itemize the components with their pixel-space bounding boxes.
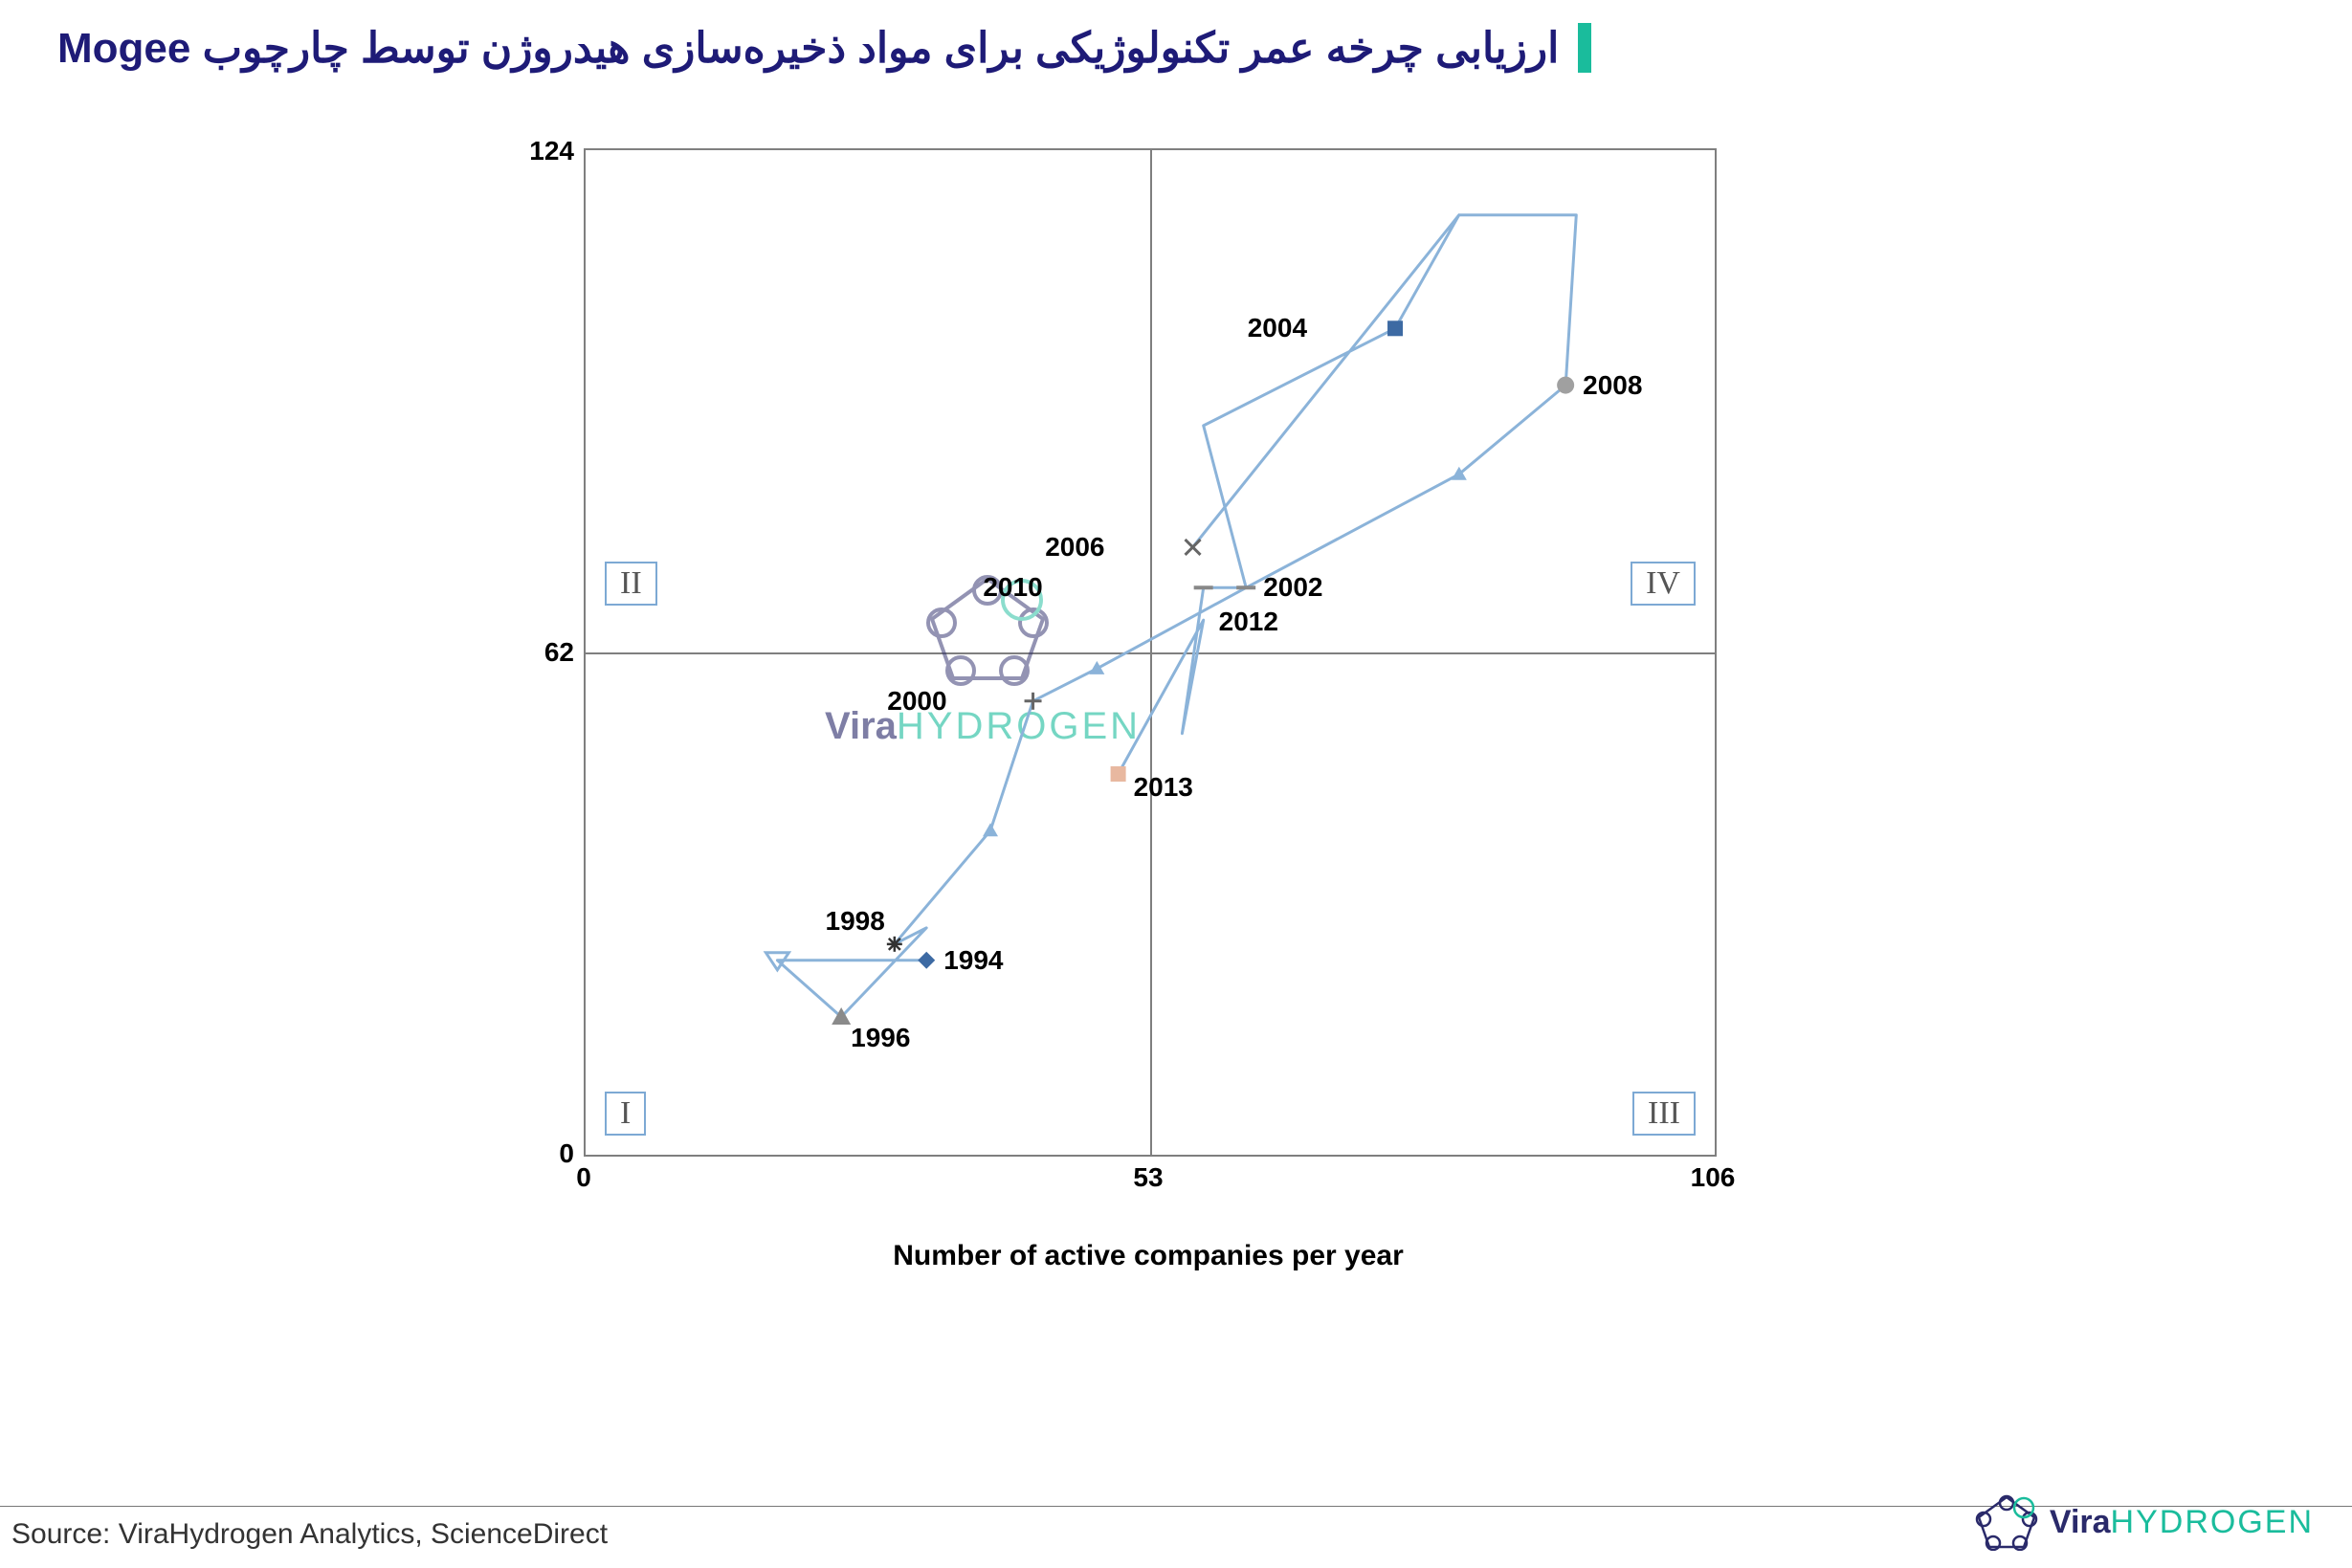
point-label-1994: 1994: [943, 945, 1003, 976]
marker-2004: [1387, 320, 1403, 336]
marker-1998: [887, 937, 902, 952]
marker-mid: [983, 823, 998, 836]
chart-container: Number of patent applications per year N…: [383, 115, 1818, 1358]
marker-2008: [1557, 377, 1574, 394]
x-tick-2: 106: [1691, 1162, 1736, 1193]
point-label-2002: 2002: [1263, 572, 1322, 603]
source-line: Source: ViraHydrogen Analytics, ScienceD…: [11, 1518, 608, 1551]
marker-2000: [1025, 693, 1042, 710]
y-tick-0: 0: [478, 1138, 574, 1169]
point-label-2004: 2004: [1248, 313, 1307, 343]
y-tick-1: 62: [478, 637, 574, 668]
page-title: ارزیابی چرخه عمر تکنولوژیکی برای مواد ذخ…: [57, 24, 1559, 73]
chart-svg: [586, 150, 1715, 1155]
point-label-2010: 2010: [983, 572, 1042, 603]
quadrant-box-iv: IV: [1631, 562, 1696, 606]
marker-2013: [1111, 766, 1126, 782]
footer-brand-part1: Vira: [2050, 1504, 2111, 1540]
footer-logo-icon: [1973, 1493, 2040, 1551]
quadrant-box-ii: II: [605, 562, 657, 606]
marker-1994: [918, 952, 935, 969]
title-accent-bar: [1578, 23, 1591, 73]
quadrant-box-i: I: [605, 1092, 646, 1136]
point-label-1996: 1996: [851, 1023, 910, 1053]
plot-area: ViraHYDROGEN 199419961998200020022004200…: [584, 148, 1717, 1157]
footer-brand-part2: HYDROGEN: [2111, 1504, 2314, 1540]
footer-logo: ViraHYDROGEN: [1973, 1493, 2314, 1551]
page-title-wrap: ارزیابی چرخه عمر تکنولوژیکی برای مواد ذخ…: [57, 23, 2295, 73]
quadrant-box-iii: III: [1632, 1092, 1696, 1136]
page-root: ارزیابی چرخه عمر تکنولوژیکی برای مواد ذخ…: [0, 0, 2352, 1568]
marker-mid: [1089, 661, 1104, 674]
x-tick-0: 0: [576, 1162, 591, 1193]
point-label-2012: 2012: [1219, 607, 1278, 637]
y-tick-2: 124: [478, 136, 574, 166]
marker-2006: [1186, 540, 1201, 555]
point-label-2008: 2008: [1583, 370, 1642, 401]
point-label-2013: 2013: [1134, 772, 1193, 803]
x-tick-1: 53: [1133, 1162, 1163, 1193]
footer-logo-text: ViraHYDROGEN: [2050, 1504, 2314, 1541]
point-label-2000: 2000: [887, 686, 946, 717]
point-label-2006: 2006: [1045, 532, 1104, 563]
series-line: [777, 215, 1576, 1017]
x-axis-label: Number of active companies per year: [584, 1240, 1713, 1272]
point-label-1998: 1998: [826, 906, 885, 937]
